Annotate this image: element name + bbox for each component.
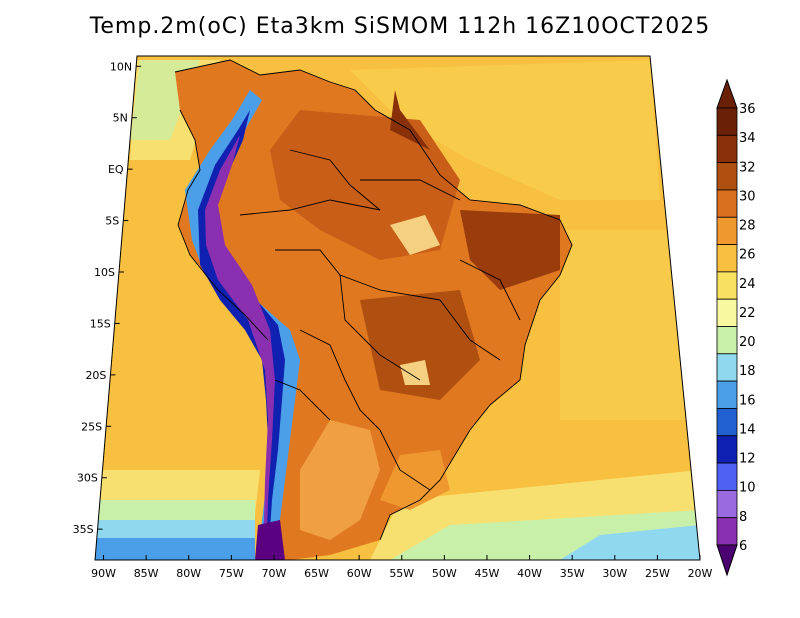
colorbar-bin (716, 216, 738, 245)
colorbar-bin (716, 162, 738, 191)
lon-tick-label: 70W (262, 567, 287, 580)
lon-tick-label: 85W (134, 567, 159, 580)
lat-tick-label: 15S (90, 317, 111, 330)
lon-tick-label: 60W (347, 567, 372, 580)
colorbar-label: 34 (739, 131, 756, 146)
colorbar-label: 6 (739, 539, 747, 554)
colorbar-bin (716, 134, 738, 164)
colorbar-bin (716, 353, 738, 382)
lat-tick-label: 5S (105, 215, 119, 228)
lon-tick-label: 90W (91, 567, 116, 580)
colorbar-bin (716, 489, 738, 519)
lon-tick-label: 25W (645, 567, 670, 580)
colorbar-label: 8 (739, 510, 747, 525)
colorbar-label: 12 (739, 452, 756, 467)
colorbar-bin (716, 298, 738, 327)
colorbar-label: 14 (739, 422, 756, 437)
colorbar-label: 28 (739, 219, 756, 234)
map-field (95, 56, 700, 560)
lat-tick-label: 35S (73, 523, 94, 536)
lon-tick-label: 30W (602, 567, 627, 580)
lat-tick-label: 10N (110, 60, 132, 73)
colorbar-bin (716, 408, 738, 437)
lat-tick-label: EQ (108, 163, 124, 176)
colorbar-label: 32 (739, 160, 756, 175)
colorbar-max-arrow (716, 78, 738, 109)
lon-tick-label: 45W (475, 567, 500, 580)
lon-tick-label: 35W (560, 567, 585, 580)
lat-tick-label: 20S (85, 369, 106, 382)
lon-tick-label: 75W (219, 567, 244, 580)
colorbar-bin (716, 244, 738, 273)
colorbar-bin (716, 107, 738, 136)
longitude-axis: 90W 85W 80W 75W 70W 65W 60W 55W 50W 45W 40W 35W 30W 2… (91, 555, 713, 580)
lon-tick-label: 65W (304, 567, 329, 580)
colorbar-bin (716, 271, 738, 300)
colorbar-bin (716, 462, 738, 491)
colorbar-bin (716, 435, 738, 464)
colorbar-label: 18 (739, 364, 756, 379)
colorbar-bin (716, 380, 738, 409)
colorbar-label: 24 (739, 277, 756, 292)
colorbar-label: 10 (739, 481, 756, 496)
map-title: Temp.2m(oC) Eta3km SiSMOM 112h 16Z10OCT2… (89, 14, 711, 39)
country-borders (174, 59, 573, 541)
lat-tick-label: 30S (77, 472, 98, 485)
lon-tick-label: 50W (432, 567, 457, 580)
colorbar-label: 36 (739, 102, 756, 117)
colorbar-bin (716, 326, 738, 355)
colorbar-min-arrow (716, 544, 738, 577)
colorbar-label: 20 (739, 335, 756, 350)
lon-tick-label: 40W (517, 567, 542, 580)
lon-tick-label: 55W (389, 567, 414, 580)
latitude-axis: 10N 5N EQ 5S 10S 15S 20S 25S 30S 35S (73, 60, 142, 536)
colorbar-label: 26 (739, 248, 756, 263)
colorbar-label: 16 (739, 393, 756, 408)
lon-tick-label: 80W (176, 567, 201, 580)
colorbar-bin (716, 517, 738, 546)
lat-tick-label: 10S (94, 266, 115, 279)
lat-tick-label: 5N (113, 112, 128, 125)
colorbar-label: 22 (739, 306, 756, 321)
colorbar-label: 30 (739, 189, 756, 204)
lon-tick-label: 20W (688, 567, 713, 580)
lat-tick-label: 25S (81, 420, 102, 433)
colorbar-bin (716, 189, 738, 218)
